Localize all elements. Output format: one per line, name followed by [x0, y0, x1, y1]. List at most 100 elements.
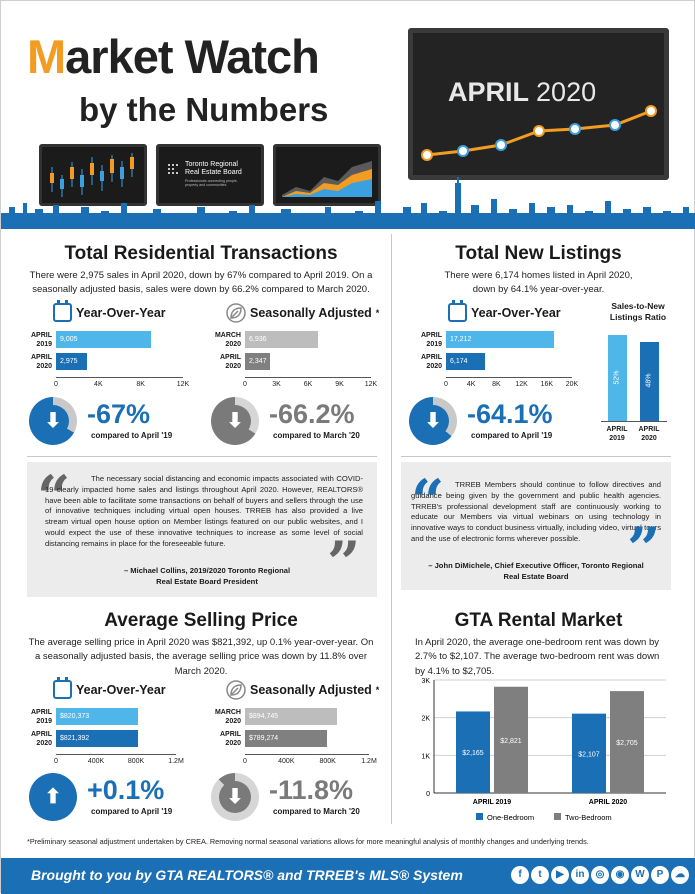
- instagram-icon[interactable]: ◎: [591, 866, 609, 884]
- bar-label-line2: 2020: [36, 739, 52, 747]
- x-tick-label: 9K: [335, 381, 344, 388]
- y-tick-label: 1K: [421, 753, 430, 760]
- arrow-down-icon: ⬇: [226, 410, 244, 432]
- bar-label-line1: APRIL: [220, 731, 241, 738]
- donut-hole: ⬆: [37, 781, 69, 813]
- bar-value-label: 9,005: [60, 336, 78, 343]
- ratio-x-label: APRIL 2020: [633, 426, 665, 444]
- bar-label-line1: MARCH: [214, 709, 241, 716]
- transactions-desc: There were 2,975 sales in April 2020, do…: [29, 270, 373, 296]
- laptop-area-chart-image: [273, 144, 381, 206]
- bar-row-label: MARCH 2020: [209, 332, 241, 350]
- bar: [56, 331, 152, 348]
- facebook-icon[interactable]: f: [511, 866, 529, 884]
- bar-label-line2: 2020: [225, 739, 241, 747]
- x-tick-label: 800K: [319, 758, 336, 765]
- rental-chart: 0 1K 2K 3K $2,165 $2,821 APRIL 2019 $2,107 $2,70…: [421, 678, 666, 822]
- quote-president-author-line2: Real Estate Board President: [156, 576, 258, 586]
- rental-desc: In April 2020, the average one-bedroom r…: [415, 637, 660, 677]
- bar-value-label: 6,936: [249, 336, 267, 343]
- bar-label-line2: 2020: [36, 362, 52, 370]
- x-tick-label: 3K: [272, 381, 281, 388]
- percent-change: -64.1%: [467, 399, 553, 429]
- trreb-logo-line1: Toronto Regional: [185, 161, 238, 168]
- quote-president-author: – Michael Collins, 2019/2020 Toronto Reg…: [107, 566, 307, 587]
- bar: [245, 708, 338, 725]
- trreb-logo-line2: Real Estate Board: [185, 169, 242, 177]
- x-axis: [56, 754, 176, 755]
- bar-label-line1: APRIL: [31, 709, 52, 716]
- x-tick-label: 400K: [278, 758, 295, 765]
- bar: [56, 708, 139, 725]
- donut-hole: ⬇: [219, 405, 251, 437]
- bar-label-line2: 2019: [426, 340, 442, 348]
- x-tick-label: 0: [54, 381, 58, 388]
- title-m-letter: M: [27, 30, 66, 83]
- transactions-section: Total Residential Transactions There wer…: [21, 243, 381, 298]
- price-sa-asterisk: *: [375, 685, 380, 695]
- bar-row-label: APRIL 2019: [20, 709, 52, 727]
- legend-label: Two-Bedroom: [565, 813, 612, 822]
- transactions-sa-asterisk: *: [375, 308, 380, 318]
- arrow-down-icon: ⬇: [44, 410, 62, 432]
- soundcloud-icon[interactable]: ☁: [671, 866, 689, 884]
- listings-section: Total New Listings There were 6,174 home…: [401, 243, 676, 298]
- ratio-x-label-line1: APRIL: [606, 426, 628, 433]
- bar-value-label: $821,392: [60, 735, 90, 742]
- rental-bar: [456, 711, 490, 793]
- x-axis: [56, 377, 183, 378]
- legend-label: One-Bedroom: [487, 813, 534, 822]
- bar-row-label: APRIL 2020: [20, 731, 52, 749]
- bar-value-label: $820,373: [60, 713, 90, 720]
- laptop-trreb-logo-image: Toronto Regional Real Estate Board Profe…: [156, 144, 264, 206]
- bar-value-label: $894,745: [249, 713, 279, 720]
- x-tick-label: 8K: [492, 381, 501, 388]
- price-sa-heading: Seasonally Adjusted *: [226, 680, 379, 700]
- transactions-sa-heading: Seasonally Adjusted *: [226, 303, 379, 323]
- header: Market Watch by the Numbers Toron: [1, 1, 695, 229]
- percent-change: -67%: [87, 399, 151, 429]
- comparison-note: compared to April '19: [471, 431, 553, 440]
- linkedin-icon[interactable]: in: [571, 866, 589, 884]
- price-title: Average Selling Price: [104, 610, 298, 631]
- bar-label-line1: APRIL: [31, 731, 52, 738]
- twitter-icon[interactable]: t: [531, 866, 549, 884]
- bar-row-label: APRIL 2019: [20, 332, 52, 350]
- leaf-icon: [226, 680, 246, 700]
- bar-row-label: MARCH 2020: [209, 709, 241, 727]
- x-tick-label: 4K: [94, 381, 103, 388]
- rental-bar: [610, 691, 644, 793]
- bar-label-line2: 2020: [225, 362, 241, 370]
- page-subtitle: by the Numbers: [79, 91, 329, 128]
- bar: [446, 331, 555, 348]
- arrow-up-icon: ⬆: [44, 786, 62, 808]
- month-text: APRIL: [448, 77, 529, 107]
- x-tick-label: 0: [444, 381, 448, 388]
- youtube-icon[interactable]: ▶: [551, 866, 569, 884]
- bar-row-label: APRIL 2020: [209, 731, 241, 749]
- x-tick-label: 12K: [364, 381, 378, 388]
- ratio-bar: [640, 341, 659, 421]
- price-yoy-heading-text: Year-Over-Year: [76, 682, 166, 697]
- price-sa-heading-text: Seasonally Adjusted: [250, 683, 372, 697]
- title-rest: arket Watch: [65, 30, 320, 83]
- x-axis: [245, 377, 371, 378]
- bar-label-line1: APRIL: [220, 354, 241, 361]
- wordpress-icon[interactable]: W: [631, 866, 649, 884]
- bar: [245, 730, 327, 747]
- ratio-bar: [608, 335, 627, 421]
- bar-value-label: 6,174: [450, 358, 468, 365]
- transactions-yoy-heading: Year-Over-Year: [53, 300, 166, 322]
- quote-president-author-line1: – Michael Collins, 2019/2020 Toronto Reg…: [123, 566, 291, 575]
- bar-row-label: APRIL 2019: [410, 332, 442, 350]
- close-quote-icon: ”: [327, 529, 361, 597]
- ratio-bar-label: 48%: [645, 373, 653, 388]
- bar-value-label: 2,347: [249, 358, 267, 365]
- pinterest-icon[interactable]: P: [651, 866, 669, 884]
- footer: Brought to you by GTA REALTORS® and TRRE…: [1, 858, 695, 894]
- trreb-logo-tagline: Professionals connecting people, propert…: [185, 179, 238, 188]
- ratio-x-label-line1: APRIL: [638, 426, 660, 433]
- x-tick-label: 12K: [176, 381, 190, 388]
- x-tick-label: 1.2M: [361, 758, 377, 765]
- email-icon[interactable]: ◉: [611, 866, 629, 884]
